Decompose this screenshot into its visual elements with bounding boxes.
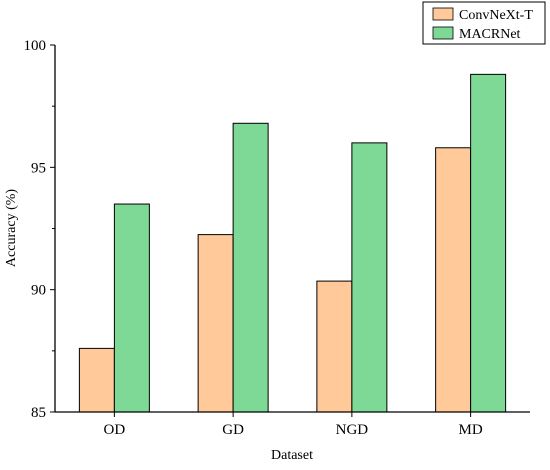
bar-macrnet-od (113, 203, 150, 413)
bar-convnext-t-gd (197, 234, 234, 413)
legend-swatch-convnext (432, 7, 454, 21)
legend-label-convnext: ConvNeXt-T (459, 8, 533, 23)
x-tick-label-gd: GD (222, 422, 244, 438)
bar-convnext-t-od (78, 347, 115, 413)
x-ticks: OD GD NGD MD (104, 412, 483, 438)
x-axis-title: Dataset (271, 448, 313, 463)
x-tick-label-md: MD (459, 422, 483, 438)
bars-layer (78, 73, 507, 413)
y-tick-label-100: 100 (24, 38, 47, 54)
x-tick-label-ngd: NGD (336, 422, 369, 438)
y-axis-title: Accuracy (%) (4, 189, 19, 267)
bar-convnext-t-md (435, 147, 472, 413)
legend-swatch-macrnet (432, 26, 454, 40)
bar-convnext-t-ngd (316, 280, 353, 413)
y-tick-label-95: 95 (31, 160, 46, 176)
bar-macrnet-gd (232, 122, 269, 413)
y-tick-label-90: 90 (31, 283, 46, 299)
legend: ConvNeXt-T MACRNet (422, 1, 546, 45)
y-ticks: 85 90 95 100 (24, 38, 55, 421)
bar-macrnet-ngd (351, 142, 388, 413)
legend-label-macrnet: MACRNet (459, 27, 521, 42)
bar-macrnet-md (470, 73, 507, 413)
y-tick-label-85: 85 (31, 405, 46, 421)
x-tick-label-od: OD (104, 422, 126, 438)
